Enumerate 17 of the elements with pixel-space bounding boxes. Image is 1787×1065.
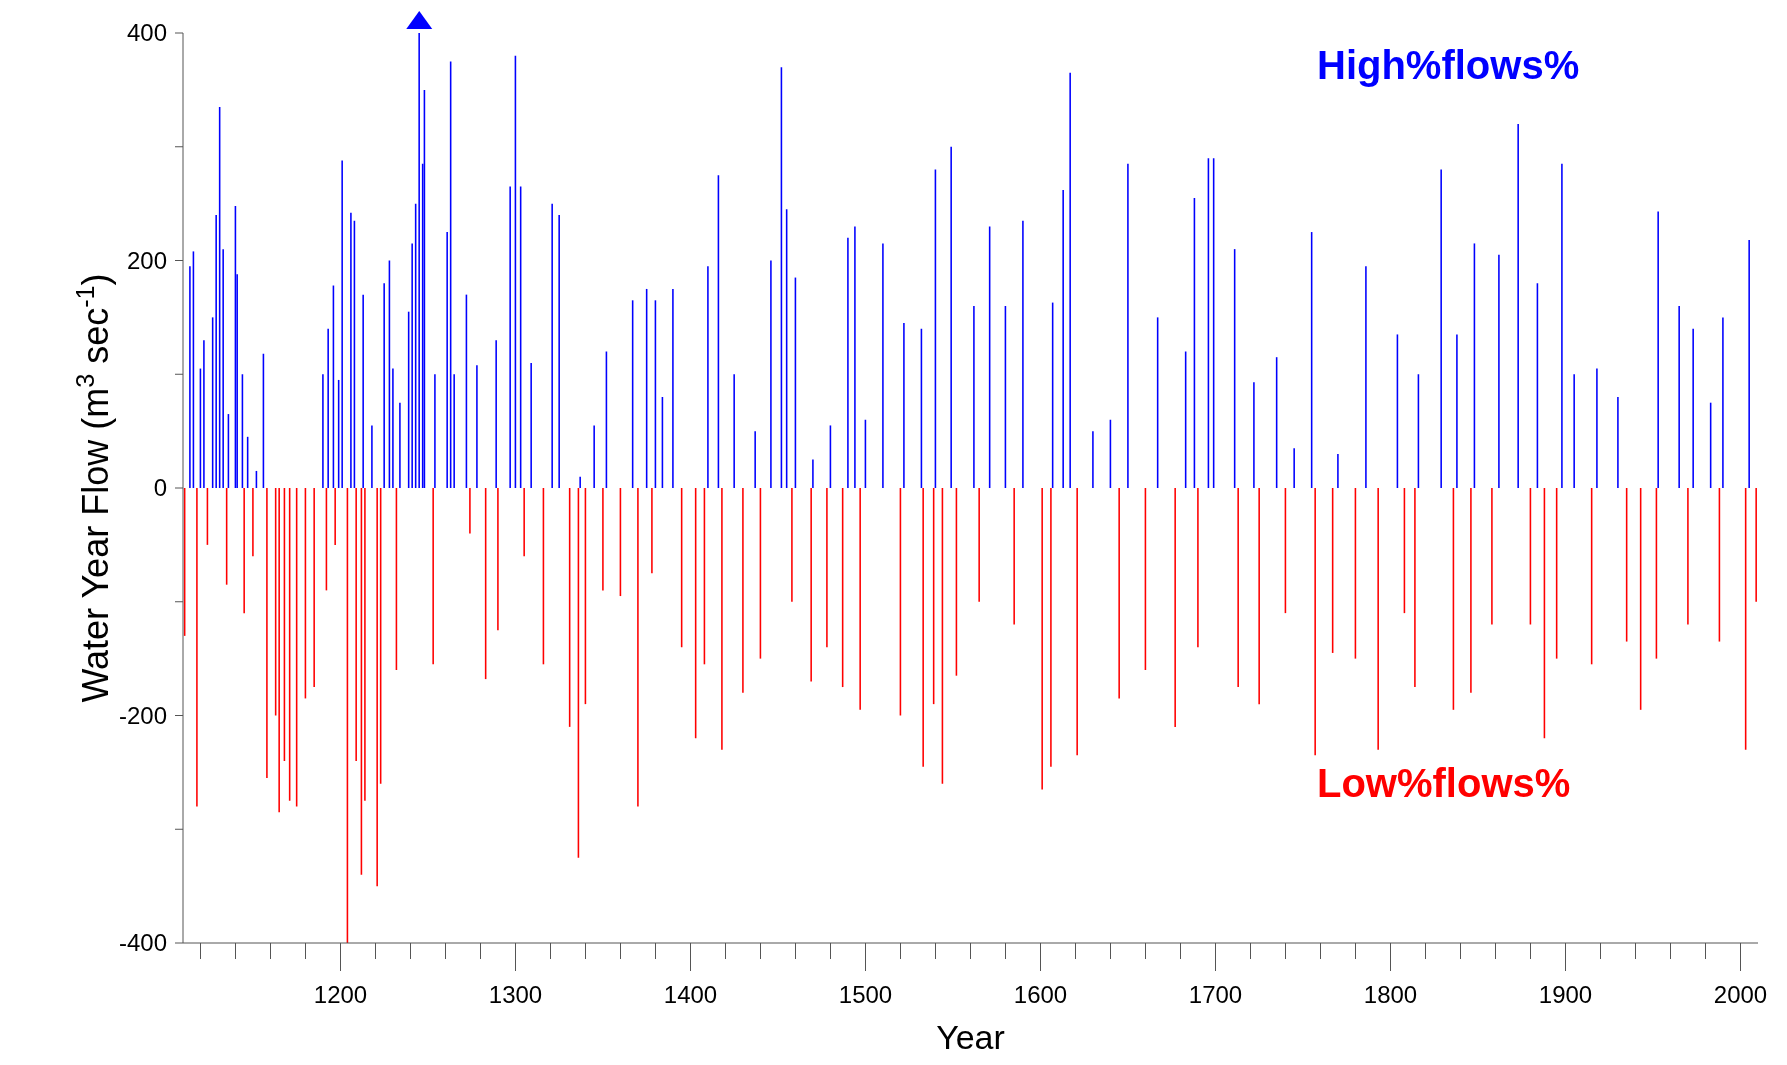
x-tick-label: 2000: [1713, 981, 1768, 1008]
y-tick-label: 200: [126, 246, 167, 274]
y-tick-label: 0: [153, 474, 167, 501]
x-tick-label: 1900: [1538, 981, 1593, 1008]
x-tick-label: 1800: [1363, 981, 1418, 1008]
y-tick-label: 400: [126, 19, 167, 46]
x-tick-label: 1300: [488, 981, 543, 1008]
x-tick-label: 1700: [1188, 981, 1243, 1008]
annotation: Low%flows%: [1317, 761, 1571, 806]
x-tick-label: 1600: [1013, 981, 1068, 1008]
x-tick-label: 1200: [313, 981, 368, 1008]
y-tick-label: -200: [118, 701, 167, 729]
x-axis-title: Year: [936, 1018, 1005, 1056]
y-tick-label: -400: [118, 929, 167, 956]
annotation: High%flows%: [1317, 42, 1580, 87]
x-tick-label: 1400: [663, 981, 718, 1008]
x-tick-label: 1500: [838, 981, 893, 1008]
